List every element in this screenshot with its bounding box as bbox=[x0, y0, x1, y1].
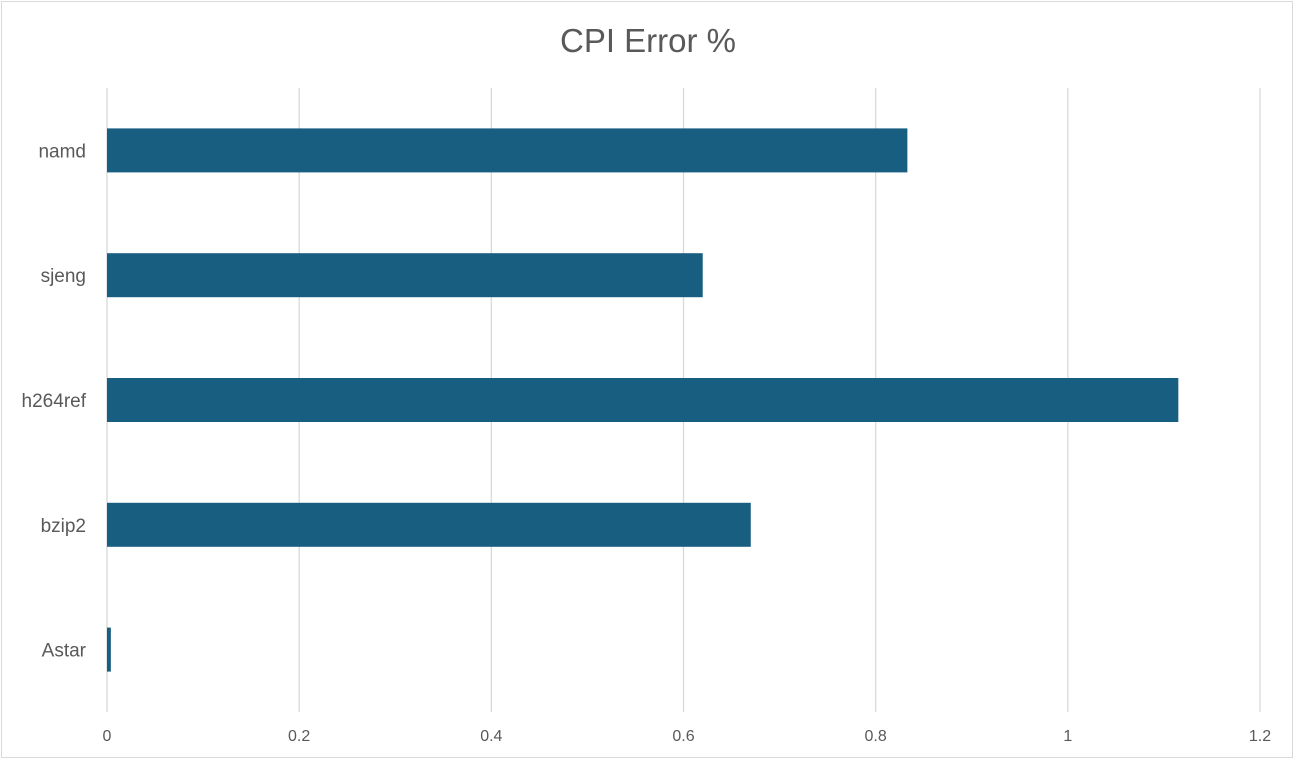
chart-title: CPI Error % bbox=[560, 22, 736, 59]
x-tick-label: 0 bbox=[103, 728, 112, 745]
bar-bzip2 bbox=[107, 502, 751, 547]
category-label: namd bbox=[38, 141, 86, 162]
bar-astar bbox=[107, 627, 111, 672]
category-label: sjeng bbox=[41, 266, 86, 287]
x-axis-tick-labels: 0 0.2 0.4 0.6 0.8 1 1.2 bbox=[103, 728, 1272, 745]
x-tick-label: 1 bbox=[1063, 728, 1072, 745]
category-labels: namd sjeng h264ref bzip2 Astar bbox=[22, 141, 87, 661]
x-tick-label: 0.2 bbox=[288, 728, 310, 745]
bars bbox=[107, 128, 1179, 672]
bar-sjeng bbox=[107, 253, 703, 298]
bar-h264ref bbox=[107, 378, 1179, 422]
bar-namd bbox=[107, 128, 908, 173]
x-tick-label: 0.4 bbox=[480, 728, 502, 745]
category-label: bzip2 bbox=[41, 516, 86, 537]
x-tick-label: 0.6 bbox=[672, 728, 694, 745]
category-label: h264ref bbox=[22, 391, 87, 412]
x-tick-label: 0.8 bbox=[865, 728, 887, 745]
x-tick-label: 1.2 bbox=[1249, 728, 1271, 745]
category-label: Astar bbox=[42, 641, 87, 662]
